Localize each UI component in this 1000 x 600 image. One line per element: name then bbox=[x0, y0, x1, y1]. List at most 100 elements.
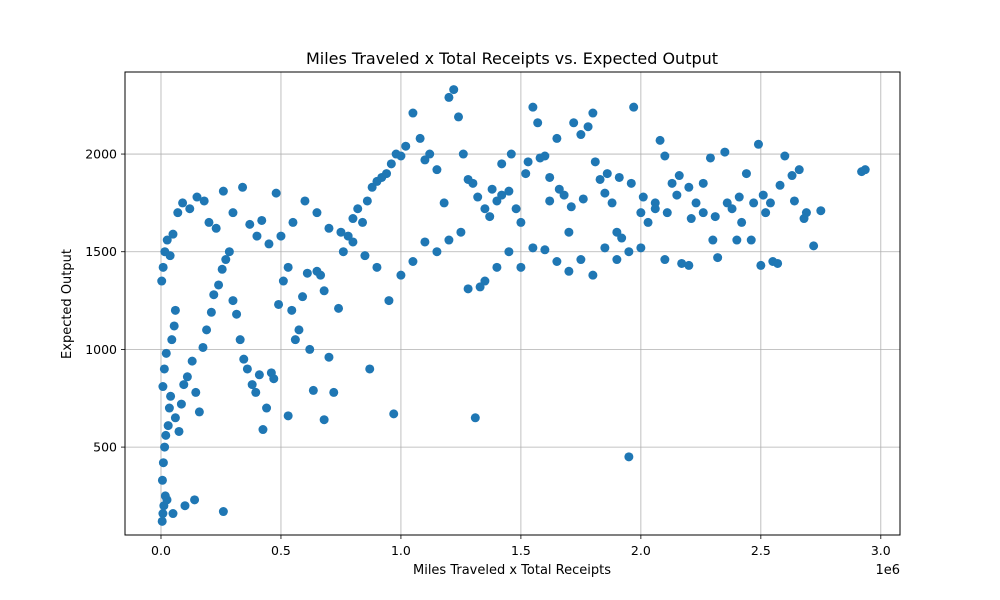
data-point bbox=[360, 251, 370, 261]
data-point bbox=[178, 198, 188, 208]
data-point bbox=[308, 385, 318, 395]
data-point bbox=[274, 299, 284, 309]
x-tick-label: 1.0 bbox=[391, 543, 411, 558]
data-point bbox=[612, 255, 622, 265]
data-point bbox=[449, 85, 459, 95]
data-point bbox=[264, 239, 274, 249]
data-point bbox=[206, 307, 216, 317]
data-point bbox=[262, 403, 272, 413]
data-point bbox=[677, 258, 687, 268]
data-point bbox=[775, 180, 785, 190]
data-point bbox=[458, 149, 468, 159]
data-point bbox=[722, 198, 732, 208]
data-point bbox=[533, 118, 543, 128]
data-point bbox=[506, 149, 516, 159]
grid-lines bbox=[125, 72, 900, 535]
data-point bbox=[564, 227, 574, 237]
data-point bbox=[278, 276, 288, 286]
data-point bbox=[576, 255, 586, 265]
data-point bbox=[444, 235, 454, 245]
data-point bbox=[287, 305, 297, 315]
data-point bbox=[473, 192, 483, 202]
data-point bbox=[588, 270, 598, 280]
data-point bbox=[708, 235, 718, 245]
data-point bbox=[324, 352, 334, 362]
data-point bbox=[614, 172, 624, 182]
data-point bbox=[164, 403, 174, 413]
x-axis-label: Miles Traveled x Total Receipts bbox=[413, 563, 611, 578]
data-point bbox=[232, 309, 242, 319]
data-point bbox=[456, 227, 466, 237]
data-point bbox=[316, 270, 326, 280]
data-point bbox=[624, 247, 634, 257]
data-point bbox=[179, 380, 189, 390]
data-points bbox=[157, 85, 870, 526]
data-point bbox=[662, 208, 672, 218]
data-point bbox=[564, 266, 574, 276]
data-point bbox=[166, 391, 176, 401]
data-point bbox=[247, 380, 257, 390]
data-point bbox=[463, 284, 473, 294]
data-point bbox=[756, 260, 766, 270]
data-point bbox=[705, 153, 715, 163]
data-point bbox=[492, 262, 502, 272]
data-point bbox=[228, 208, 238, 218]
data-point bbox=[162, 495, 172, 505]
data-point bbox=[372, 262, 382, 272]
data-point bbox=[165, 251, 175, 261]
data-point bbox=[187, 356, 197, 366]
data-point bbox=[588, 108, 598, 118]
plot-area-frame bbox=[124, 71, 901, 536]
x-tick-label: 2.5 bbox=[751, 543, 771, 558]
data-point bbox=[439, 198, 449, 208]
data-point bbox=[294, 325, 304, 335]
data-point bbox=[161, 348, 171, 358]
data-point bbox=[336, 227, 346, 237]
data-point bbox=[578, 194, 588, 204]
data-point bbox=[221, 255, 231, 265]
data-point bbox=[312, 208, 322, 218]
data-point bbox=[276, 231, 286, 241]
data-point bbox=[595, 174, 605, 184]
data-point bbox=[176, 399, 186, 409]
y-tick-label: 1500 bbox=[85, 244, 117, 259]
data-point bbox=[191, 387, 201, 397]
data-point bbox=[698, 208, 708, 218]
data-point bbox=[198, 342, 208, 352]
data-point bbox=[528, 102, 538, 112]
data-point bbox=[636, 208, 646, 218]
data-point bbox=[389, 409, 399, 419]
data-point bbox=[167, 335, 177, 345]
data-point bbox=[161, 430, 171, 440]
data-point bbox=[180, 501, 190, 511]
data-point bbox=[741, 169, 751, 179]
data-point bbox=[425, 149, 435, 159]
y-tick-label: 500 bbox=[93, 440, 117, 455]
data-point bbox=[624, 452, 634, 462]
data-point bbox=[650, 204, 660, 214]
data-point bbox=[185, 204, 195, 214]
data-point bbox=[753, 139, 763, 149]
data-point bbox=[319, 415, 329, 425]
data-point bbox=[521, 169, 531, 179]
data-point bbox=[860, 165, 870, 175]
data-point bbox=[384, 296, 394, 306]
x-tick-label: 1.5 bbox=[511, 543, 531, 558]
data-point bbox=[732, 235, 742, 245]
data-point bbox=[485, 212, 495, 222]
data-point bbox=[319, 286, 329, 296]
data-point bbox=[192, 192, 202, 202]
data-point bbox=[288, 217, 298, 227]
data-point bbox=[746, 235, 756, 245]
data-point bbox=[698, 178, 708, 188]
data-point bbox=[224, 247, 234, 257]
data-point bbox=[353, 204, 363, 214]
data-point bbox=[617, 233, 627, 243]
data-point bbox=[169, 321, 179, 331]
data-point bbox=[511, 204, 521, 214]
data-point bbox=[199, 196, 209, 206]
data-point bbox=[638, 192, 648, 202]
data-point bbox=[415, 133, 425, 143]
data-point bbox=[348, 237, 358, 247]
data-point bbox=[552, 133, 562, 143]
